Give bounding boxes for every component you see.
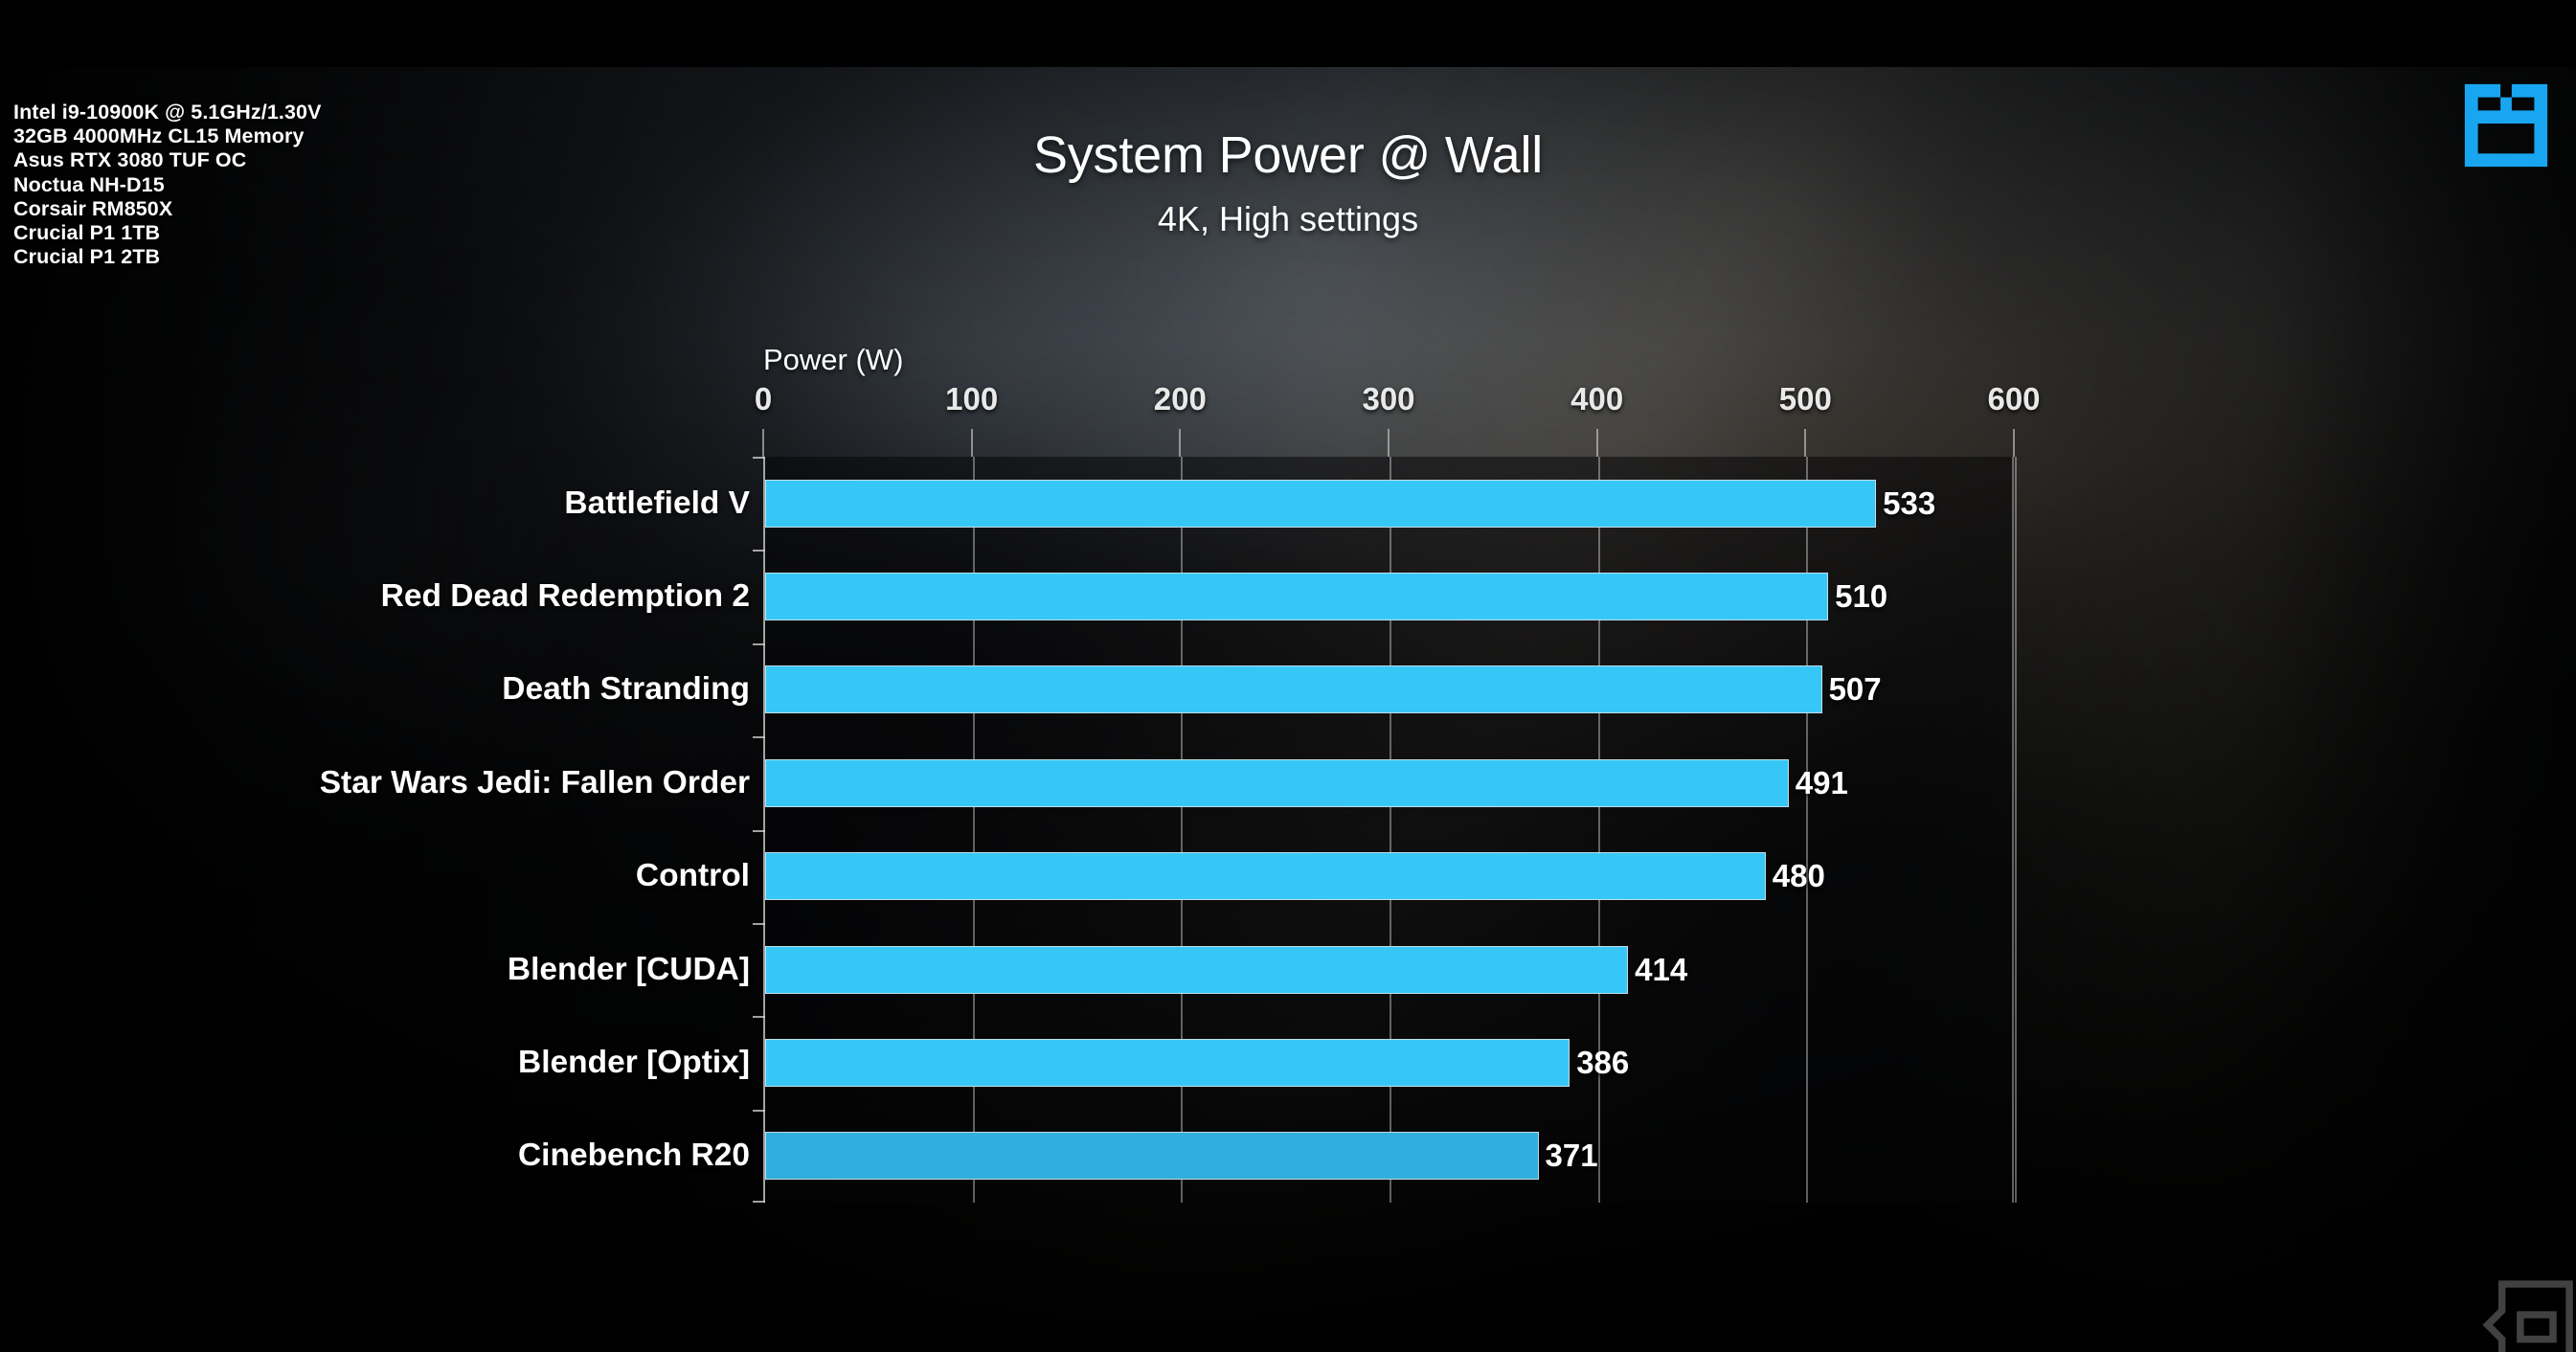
bar-row: 491 — [765, 758, 2014, 807]
x-tick-mark — [2013, 429, 2015, 457]
bar — [765, 852, 1766, 901]
system-spec-line: Noctua NH-D15 — [13, 172, 165, 196]
category-label: Blender [CUDA] — [507, 951, 750, 987]
system-spec-line: Asus RTX 3080 TUF OC — [13, 148, 247, 172]
x-tick-mark — [1804, 429, 1807, 457]
category-label: Blender [Optix] — [518, 1044, 750, 1080]
x-tick-label: 0 — [754, 381, 773, 417]
a-logo-icon — [2464, 83, 2548, 168]
bar-value-label: 491 — [1795, 764, 1848, 800]
category-label: Star Wars Jedi: Fallen Order — [319, 764, 750, 800]
x-axis-title: Power (W) — [763, 343, 904, 376]
bar-value-label: 414 — [1635, 951, 1688, 987]
category-label-row: Star Wars Jedi: Fallen Order — [0, 760, 750, 806]
bar-row: 386 — [765, 1038, 2014, 1087]
bar-value-label: 507 — [1828, 671, 1882, 708]
category-tick — [753, 922, 765, 925]
x-tick-label: 400 — [1570, 381, 1624, 417]
chart-subtitle: 4K, High settings — [1157, 199, 1419, 238]
system-specs-list: Intel i9-10900K @ 5.1GHz/1.30V 32GB 4000M… — [13, 101, 322, 269]
category-label: Cinebench R20 — [517, 1138, 750, 1174]
category-label-row: Blender [Optix] — [0, 1040, 750, 1086]
letterbox-bottom — [0, 1321, 2576, 1352]
x-tick-mark — [970, 429, 973, 457]
x-tick-label: 300 — [1362, 381, 1415, 417]
x-tick-label: 100 — [945, 381, 999, 417]
letterbox-top — [0, 0, 2576, 67]
gridline — [1390, 457, 1391, 1203]
category-label-row: Cinebench R20 — [0, 1133, 750, 1179]
category-tick — [753, 1016, 765, 1019]
x-axis-tick-labels: 0 100 200 300 400 500 600 — [0, 381, 2576, 425]
gridline — [1181, 457, 1184, 1203]
category-tick — [753, 550, 765, 552]
bar-row: 414 — [765, 945, 2014, 994]
category-label: Battlefield V — [564, 484, 750, 521]
bar-value-label: 371 — [1545, 1138, 1598, 1174]
gridline — [972, 457, 975, 1203]
bar — [765, 665, 1822, 714]
bar-value-label: 386 — [1576, 1044, 1630, 1080]
bar — [765, 1132, 1539, 1181]
bar-row: 507 — [765, 665, 2014, 714]
x-tick-label: 200 — [1153, 381, 1207, 417]
gridline — [1806, 457, 1809, 1203]
system-spec-line: Crucial P1 2TB — [13, 245, 161, 269]
category-label: Red Dead Redemption 2 — [380, 578, 750, 615]
bar — [765, 479, 1877, 528]
category-label-row: Control — [0, 853, 750, 899]
bar-value-label: 533 — [1883, 484, 1936, 521]
system-spec-line: Intel i9-10900K @ 5.1GHz/1.30V — [13, 101, 322, 124]
category-tick — [753, 457, 765, 459]
x-tick-label: 500 — [1778, 381, 1832, 417]
x-tick-mark — [762, 429, 764, 457]
gridline — [1597, 457, 1600, 1203]
x-tick-mark — [1388, 429, 1390, 457]
category-label-row: Battlefield V — [0, 481, 750, 527]
category-tick — [753, 1201, 765, 1203]
x-tick-label: 600 — [1987, 381, 2041, 417]
category-label-row: Death Stranding — [0, 666, 750, 712]
chart-title: System Power @ Wall — [1032, 126, 1544, 184]
bar — [765, 758, 1789, 807]
bar — [765, 573, 1829, 621]
x-tick-mark — [1595, 429, 1598, 457]
bar-row: 510 — [765, 573, 2014, 621]
category-tick — [753, 642, 765, 645]
x-tick-mark — [1179, 429, 1182, 457]
plot-area: 533 510 507 491 480 414 386 371 — [753, 457, 2017, 1203]
bar-value-label: 510 — [1835, 578, 1888, 615]
category-tick — [753, 736, 765, 739]
corner-watermark-icon — [2482, 1280, 2573, 1352]
system-spec-line: Crucial P1 1TB — [13, 221, 161, 245]
category-tick — [753, 1109, 765, 1112]
gridline — [2015, 457, 2017, 1203]
category-tick — [753, 829, 765, 832]
bar — [765, 945, 1629, 994]
plot-right-edge — [2012, 457, 2014, 1203]
category-label-row: Red Dead Redemption 2 — [0, 574, 750, 620]
category-label: Death Stranding — [502, 671, 750, 708]
bar-row: 533 — [765, 479, 2014, 528]
system-spec-line: Corsair RM850X — [13, 196, 173, 220]
system-spec-line: 32GB 4000MHz CL15 Memory — [13, 124, 305, 148]
bar-row: 480 — [765, 852, 2014, 901]
category-label: Control — [635, 858, 750, 894]
bar-value-label: 480 — [1772, 858, 1825, 894]
bar-row: 371 — [765, 1132, 2014, 1181]
bar — [765, 1038, 1570, 1087]
category-label-row: Blender [CUDA] — [0, 947, 750, 993]
